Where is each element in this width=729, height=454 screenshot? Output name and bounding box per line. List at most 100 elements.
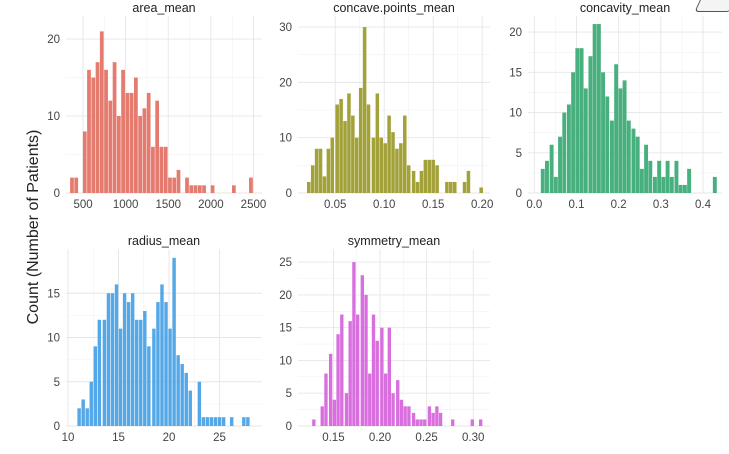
histogram-bar — [575, 48, 580, 193]
histogram-bar — [362, 27, 367, 193]
histogram-bar — [566, 104, 571, 193]
histogram-bar — [407, 406, 411, 426]
y-tick-label: 10 — [47, 111, 60, 123]
histogram-bar — [176, 169, 181, 193]
histogram-bar — [470, 419, 474, 426]
histogram-bar — [387, 115, 391, 193]
histogram-bar — [151, 146, 155, 193]
x-tick-label: 1500 — [155, 199, 181, 211]
histogram-bar — [644, 144, 649, 193]
histogram-bar — [189, 185, 194, 193]
histogram-bar — [328, 353, 333, 426]
histogram-bar — [406, 165, 411, 193]
x-tick-label: 0.05 — [324, 199, 346, 211]
histogram-bar — [712, 176, 717, 193]
histogram-bar — [125, 92, 130, 193]
histogram-bar — [592, 24, 597, 193]
histogram-bar — [130, 293, 135, 426]
histogram-bar — [164, 302, 168, 426]
histogram-bar — [81, 399, 85, 426]
histogram-bar — [89, 381, 93, 426]
histogram-bar — [232, 185, 236, 193]
histogram-bar — [403, 115, 407, 193]
histogram-bar — [571, 72, 576, 193]
histogram-bar — [415, 181, 420, 193]
histogram-bar — [172, 177, 177, 193]
histogram-bar — [85, 408, 89, 426]
histogram-bar — [358, 87, 363, 193]
x-tick-label: 0.20 — [369, 432, 391, 444]
x-tick-label: 2500 — [241, 199, 267, 211]
histogram-bar — [97, 319, 102, 426]
histogram-bar — [383, 373, 388, 426]
histogram-bar — [391, 393, 395, 426]
histogram-bar — [197, 381, 202, 426]
histogram-bar — [360, 275, 364, 426]
histogram-bar — [116, 116, 121, 193]
histogram-bar — [147, 346, 151, 426]
histogram-bar — [108, 100, 113, 193]
y-tick-label: 10 — [279, 355, 292, 367]
histogram-bar — [121, 69, 125, 193]
histogram-bar — [246, 417, 250, 426]
histogram-bar — [622, 80, 627, 193]
histogram-bar — [351, 115, 355, 193]
histogram-bar — [160, 284, 164, 426]
histogram-bar — [588, 56, 593, 194]
histogram-bar — [631, 128, 636, 193]
y-tick-label: 0 — [286, 421, 292, 433]
histogram-bar — [91, 77, 96, 193]
x-tick-label: 0.20 — [471, 199, 493, 211]
histogram-bar — [462, 181, 467, 193]
x-tick-label: 1000 — [113, 199, 139, 211]
histogram-bar — [669, 176, 674, 193]
x-tick-label: 500 — [73, 199, 92, 211]
x-tick-label: 0.25 — [415, 432, 437, 444]
histogram-bar — [332, 399, 337, 426]
histogram-bar — [391, 132, 395, 193]
y-tick-label: 5 — [516, 148, 522, 160]
histogram-bar — [452, 181, 457, 193]
histogram-bar — [466, 170, 471, 193]
histogram-bar — [355, 314, 360, 426]
histogram-bar — [348, 321, 352, 426]
histogram-bar — [411, 412, 416, 426]
histogram-bar — [322, 176, 327, 193]
histogram-bar — [379, 137, 384, 193]
y-tick-label: 15 — [509, 67, 522, 79]
histogram-bar — [352, 262, 356, 426]
histogram-bar — [579, 48, 584, 193]
histogram-bar — [139, 319, 143, 426]
histogram-bar — [82, 131, 87, 193]
y-tick-label: 30 — [279, 22, 292, 34]
y-tick-label: 20 — [279, 77, 292, 89]
histogram-bar — [419, 419, 423, 426]
y-tick-label: 0 — [286, 188, 292, 200]
y-tick-label: 5 — [54, 377, 60, 389]
window-corner-tab — [694, 0, 729, 12]
histogram-bar — [395, 148, 399, 193]
histogram-bar — [657, 160, 662, 193]
y-tick-label: 10 — [279, 133, 292, 145]
x-tick-label: 0.3 — [653, 199, 669, 211]
histogram-bar — [217, 417, 222, 426]
histogram-bar — [188, 390, 192, 426]
histogram-bar — [674, 160, 679, 193]
histogram-bar — [134, 77, 138, 193]
histogram-bar — [355, 137, 359, 193]
histogram-bar — [445, 181, 449, 193]
histogram-bar — [310, 165, 315, 193]
histogram-bar — [431, 159, 435, 193]
histogram-bar — [383, 143, 387, 193]
histogram-bar — [399, 399, 404, 426]
histogram-bar — [364, 294, 368, 426]
histogram-bar — [168, 177, 172, 193]
histogram-bar — [152, 328, 156, 426]
x-tick-label: 0.15 — [322, 432, 344, 444]
histogram-bar — [209, 417, 214, 426]
histogram-bar — [142, 108, 147, 193]
histogram-bar — [336, 334, 340, 426]
histogram-bar — [229, 417, 234, 426]
histogram-bar — [330, 137, 335, 193]
histogram-bar — [479, 187, 483, 193]
